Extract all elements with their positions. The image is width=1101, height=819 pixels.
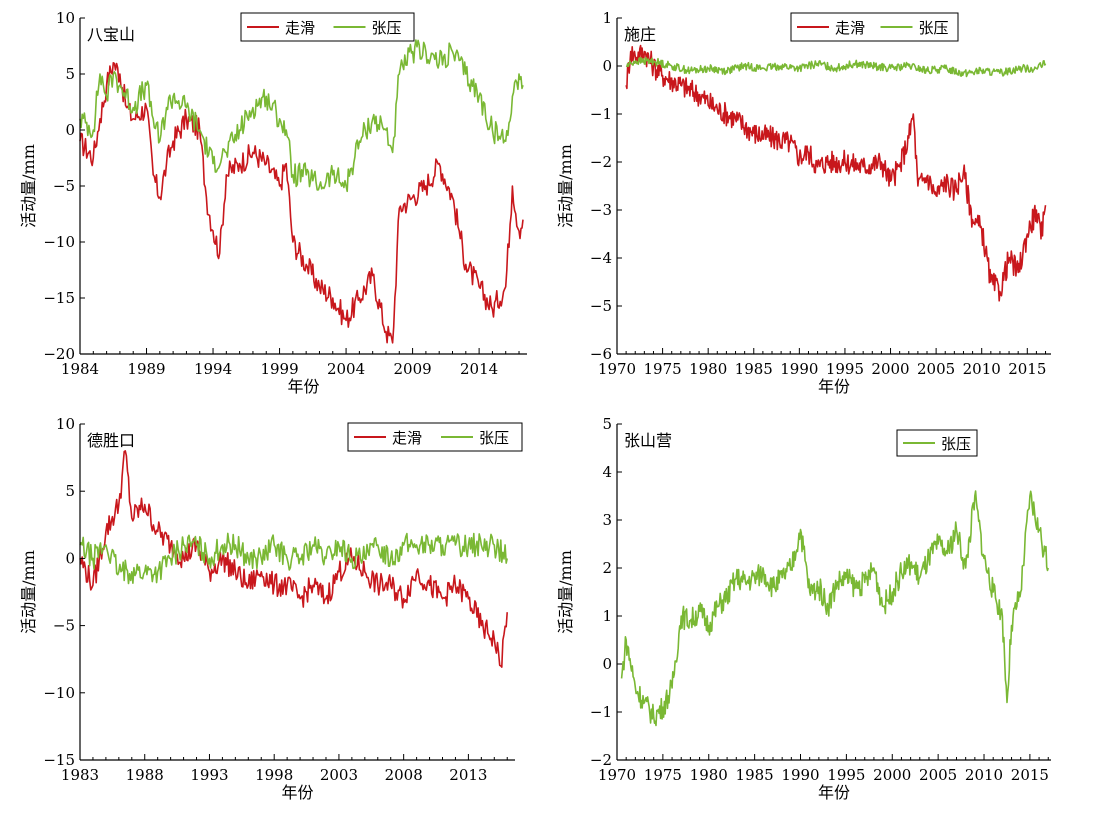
x-tick-label: 1985 [736,766,774,784]
y-tick-label: 5 [602,415,612,433]
x-tick-label: 2015 [1011,766,1049,784]
y-tick-label: 4 [602,463,612,481]
series-line [79,532,508,585]
x-tick-label: 1970 [598,766,636,784]
y-tick-label: −10 [43,233,75,251]
legend-label: 走滑 [392,429,422,447]
x-tick-label: 1984 [61,360,99,378]
x-tick-label: 1990 [781,766,819,784]
x-tick-label: 2014 [460,360,498,378]
x-axis-title: 年份 [818,783,850,802]
x-tick-label: 1995 [826,360,864,378]
x-axis-title: 年份 [818,377,850,396]
y-tick-label: 10 [56,9,75,27]
y-axis-title: 活动量/mm [556,144,575,228]
x-tick-label: 2010 [963,360,1001,378]
y-tick-label: −15 [43,289,75,307]
y-tick-label: 5 [65,482,75,500]
series-line [625,56,1047,78]
y-tick-label: −15 [43,751,75,769]
y-axis-title: 活动量/mm [19,550,38,634]
series-line [79,450,508,668]
x-tick-label: 1975 [644,766,682,784]
x-tick-label: 1994 [194,360,232,378]
y-tick-label: −20 [43,345,75,363]
x-axis-title: 年份 [287,377,319,396]
x-tick-label: 1975 [643,360,681,378]
series-line [620,490,1049,727]
legend: 走滑 张压 [347,422,523,452]
x-tick-label: 1980 [690,766,728,784]
x-tick-label: 2000 [873,766,911,784]
y-tick-label: −2 [590,751,612,769]
x-tick-label: 2009 [393,360,431,378]
legend-label: 张压 [919,19,949,37]
x-axis-title: 年份 [281,783,313,802]
y-tick-label: −4 [590,249,612,267]
x-tick-label: 2013 [449,766,487,784]
x-tick-label: 2004 [327,360,365,378]
x-tick-label: 1970 [598,360,636,378]
y-tick-label: 0 [602,57,612,75]
y-tick-label: −5 [53,177,75,195]
y-tick-label: −1 [590,703,612,721]
x-tick-label: 2005 [917,360,955,378]
x-tick-label: 2003 [320,766,358,784]
y-tick-label: 0 [65,121,75,139]
y-tick-label: 3 [602,511,612,529]
x-tick-label: 2000 [871,360,909,378]
x-tick-label: 1998 [255,766,293,784]
legend: 走滑 张压 [790,12,959,42]
legend-label: 张压 [941,435,971,453]
chart-panel: −6 −5 −4 −3 −2 −1 0 1 1970 1975 1980 1985 1990 1995 20… [556,9,1051,396]
y-tick-label: −3 [590,201,612,219]
series-line [79,62,524,344]
x-tick-label: 1988 [126,766,164,784]
y-tick-label: −1 [590,105,612,123]
station-label: 张山营 [624,431,672,450]
x-tick-label: 2005 [919,766,957,784]
y-tick-label: 0 [602,655,612,673]
legend-label: 张压 [479,429,509,447]
x-tick-label: 1995 [827,766,865,784]
y-tick-label: −5 [590,297,612,315]
x-tick-label: 1983 [61,766,99,784]
station-label: 德胜口 [87,431,135,450]
chart-panel: −15 −10 −5 0 5 10 1983 1988 1993 1998 2003 2008 2013… [19,415,523,802]
series-line [79,39,524,193]
legend-label: 走滑 [285,19,315,37]
x-tick-label: 1993 [190,766,228,784]
y-axis-title: 活动量/mm [556,550,575,634]
station-label: 八宝山 [87,25,135,44]
legend-label: 走滑 [835,19,865,37]
x-tick-label: 1990 [780,360,818,378]
chart-panel: −2 −1 0 1 2 3 4 5 1970 1975 1980 1985 1990 1995 2000 20… [556,415,1051,802]
x-tick-label: 2015 [1008,360,1046,378]
y-tick-label: 1 [602,9,612,27]
legend: 张压 [896,429,978,457]
y-axis-title: 活动量/mm [19,144,38,228]
chart-panel: −20 −15 −10 −5 0 5 10 1984 1989 1994 1999 2004 2009 2… [19,9,527,396]
x-tick-label: 1980 [689,360,727,378]
legend: 走滑 张压 [240,12,415,42]
x-tick-label: 1985 [735,360,773,378]
legend-label: 张压 [372,19,402,37]
x-tick-label: 2010 [965,766,1003,784]
y-tick-label: −6 [590,345,612,363]
station-label: 施庄 [624,25,656,44]
y-tick-label: 1 [602,607,612,625]
y-tick-label: 10 [56,415,75,433]
y-tick-label: 5 [65,65,75,83]
y-tick-label: −2 [590,153,612,171]
y-tick-label: −10 [43,684,75,702]
y-tick-label: −5 [53,617,75,635]
series-line [625,44,1047,302]
x-tick-label: 2008 [385,766,423,784]
x-tick-label: 1989 [127,360,165,378]
x-tick-label: 1999 [260,360,298,378]
y-tick-label: 2 [602,559,612,577]
y-tick-label: 0 [65,549,75,567]
